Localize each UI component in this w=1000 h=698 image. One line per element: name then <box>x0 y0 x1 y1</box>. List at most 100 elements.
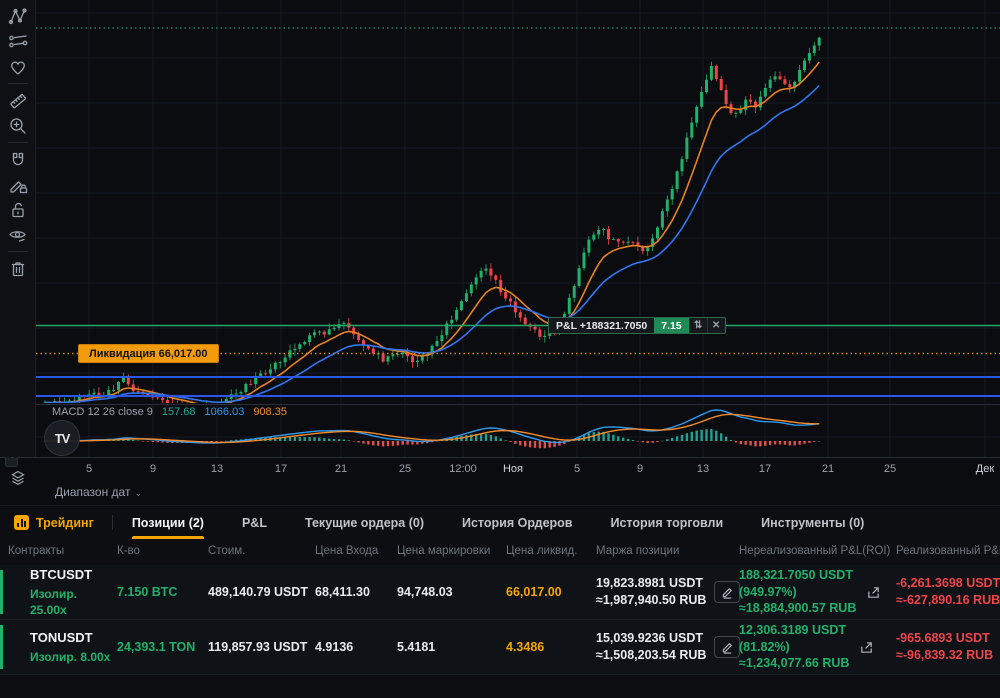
unrealized-pnl-roi: (81.82%) <box>739 639 790 654</box>
realized-pnl-usdt: -6,261.3698 USDT <box>896 576 1000 591</box>
tab-pnl[interactable]: P&L <box>241 515 267 530</box>
edit-margin-button[interactable] <box>714 636 741 658</box>
unrealized-pnl-usdt: 188,321.7050 USDT <box>739 567 853 582</box>
realized-pnl-rub: ≈-96,839.32 RUB <box>896 648 994 662</box>
zoom-in-icon[interactable] <box>4 113 32 138</box>
signal-value: 908.35 <box>253 406 287 418</box>
liquidation-badge[interactable]: Ликвидация 66,017.00 <box>78 344 219 363</box>
mark-price: 94,748.03 <box>397 584 453 599</box>
close-position-icon[interactable]: ✕ <box>706 318 725 333</box>
candlestick-chart[interactable] <box>0 0 1000 457</box>
tab-trading[interactable]: Трейдинг <box>14 506 113 539</box>
toolbar-divider <box>7 142 28 143</box>
macd-legend[interactable]: MACD 12 26 close 9 157.68 1066.03 908.35 <box>52 406 287 418</box>
hide-drawings-icon[interactable] <box>4 222 32 247</box>
toolbar-divider <box>7 251 28 252</box>
positions-table-header: Контракты К-во Стоим. Цена Входа Цена маркир… <box>0 539 1000 565</box>
unrealized-pnl-rub: ≈18,884,900.57 RUB <box>739 601 857 616</box>
pnl-tag-label: P&L +188321.7050 <box>556 319 648 332</box>
unrealized-pnl-rub: ≈1,234,077.66 RUB <box>739 656 850 671</box>
column-header: Цена ликвид. <box>506 545 578 558</box>
chevron-down-icon: ⌄ <box>134 488 142 498</box>
column-header: Маржа позиции <box>596 545 680 558</box>
x-axis-label: 9 <box>636 463 644 475</box>
contract-symbol[interactable]: BTCUSDT <box>30 567 93 583</box>
tab-tools[interactable]: Инструменты (0) <box>761 515 865 530</box>
x-axis-label: 17 <box>274 463 288 475</box>
position-value: 489,140.79 USDT <box>208 584 309 599</box>
unrealized-pnl-roi: (949.97%) <box>739 584 797 599</box>
xabcd-pattern-icon[interactable] <box>4 4 32 29</box>
margin-mode-leverage: Изолир. 8.00x <box>30 649 111 664</box>
time-axis[interactable]: 5 9 13 17 21 25 12:00 Ноя 5 9 13 17 21 25 Дек <box>0 457 1000 480</box>
column-header: Цена Входа <box>315 545 379 558</box>
date-range-dropdown[interactable]: Диапазон дат ⌄ <box>55 485 142 499</box>
column-header: К-во <box>117 545 140 558</box>
liquidation-price: 66,017.00 <box>506 584 562 599</box>
position-margin-rub: ≈1,508,203.54 RUB <box>596 648 707 662</box>
position-value: 119,857.93 USDT <box>208 639 308 654</box>
tab-open-orders[interactable]: Текущие ордера (0) <box>304 515 424 530</box>
x-axis-label: 21 <box>821 463 835 475</box>
long-position-tool-icon[interactable] <box>4 29 32 54</box>
tradingview-logo: TV <box>44 420 80 456</box>
toolbar-divider <box>7 83 28 84</box>
realized-pnl-usdt: -965.6893 USDT <box>896 631 990 646</box>
share-pnl-icon[interactable] <box>864 583 882 601</box>
lock-all-icon[interactable] <box>4 197 32 222</box>
column-header: Стоим. <box>208 545 246 558</box>
liquidation-price: 4.3486 <box>506 639 545 654</box>
position-qty: 7.150 BTC <box>117 584 178 599</box>
x-axis-label: Ноя <box>502 463 524 475</box>
mark-price: 5.4181 <box>397 639 436 654</box>
pnl-tag-qty: 7.15 <box>654 318 689 333</box>
reverse-position-icon[interactable]: ⇅ <box>688 318 707 333</box>
column-header: Цена маркировки <box>397 545 491 558</box>
trading-chart-icon <box>14 515 29 530</box>
macd-legend-title: MACD 12 26 close 9 <box>52 406 153 418</box>
magnet-icon[interactable] <box>4 147 32 172</box>
position-qty: 24,393.1 TON <box>117 639 196 654</box>
column-header: Контракты <box>8 545 65 558</box>
drawing-lock-icon[interactable] <box>4 172 32 197</box>
pnl-tag[interactable]: P&L +188321.7050 7.15 ⇅ ✕ <box>548 317 726 334</box>
macd-value: 157.68 <box>161 406 196 418</box>
share-pnl-icon[interactable] <box>857 638 875 656</box>
column-header: Реализованный P&L <box>896 545 1000 558</box>
date-range-row: Диапазон дат ⌄ <box>0 470 1000 505</box>
position-margin-usdt: 19,823.8981 USDT <box>596 576 704 591</box>
positions-panel: Трейдинг Позиции (2) P&L Текущие ордера … <box>0 505 1000 698</box>
x-axis-label: 21 <box>334 463 348 475</box>
x-axis-label: 12:00 <box>449 463 477 475</box>
remove-drawings-icon[interactable] <box>4 256 32 281</box>
column-header: Нереализованный P&L(ROI) <box>739 545 891 558</box>
position-margin-rub: ≈1,987,940.50 RUB <box>596 593 707 607</box>
chart-area: Ликвидация 66,017.00 P&L +188321.7050 7.… <box>0 0 1000 505</box>
edit-margin-button[interactable] <box>714 581 741 603</box>
x-axis-label: 5 <box>573 463 581 475</box>
tab-order-history[interactable]: История Ордеров <box>461 515 573 530</box>
macd-value: 1066.03 <box>204 406 245 418</box>
position-margin-usdt: 15,039.9236 USDT <box>596 631 704 646</box>
object-tree-icon[interactable] <box>8 468 28 493</box>
entry-price: 68,411.30 <box>315 584 370 599</box>
margin-mode-leverage: Изолир. 25.00x <box>30 586 77 617</box>
favorites-heart-icon[interactable] <box>4 54 32 79</box>
tab-positions[interactable]: Позиции (2) <box>113 506 223 539</box>
x-axis-label: 5 <box>85 463 93 475</box>
position-row-tonusdt[interactable]: TONUSDT Изолир. 8.00x 24,393.1 TON 119,8… <box>0 620 1000 675</box>
x-axis-label: 25 <box>398 463 412 475</box>
x-axis-label: 25 <box>883 463 897 475</box>
panel-tabs: Трейдинг Позиции (2) P&L Текущие ордера … <box>0 506 1000 539</box>
position-row-btcusdt[interactable]: BTCUSDT Изолир. 25.00x 7.150 BTC 489,140… <box>0 565 1000 620</box>
x-axis-label: 13 <box>210 463 224 475</box>
drawing-toolbar <box>0 0 36 457</box>
entry-price: 4.9136 <box>315 639 354 654</box>
tab-trade-history[interactable]: История торговли <box>610 515 724 530</box>
x-axis-label: Дек <box>975 463 995 475</box>
contract-symbol[interactable]: TONUSDT <box>30 630 93 646</box>
realized-pnl-rub: ≈-627,890.16 RUB <box>896 593 1000 607</box>
measure-ruler-icon[interactable] <box>4 88 32 113</box>
x-axis-label: 17 <box>758 463 772 475</box>
